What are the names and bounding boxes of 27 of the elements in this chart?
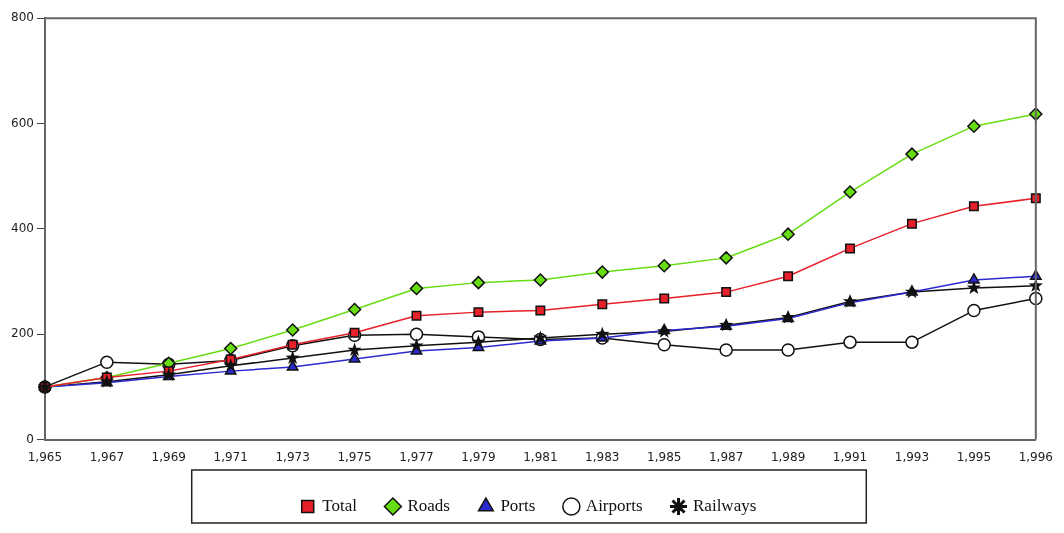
y-tick-label: 0 [26, 431, 34, 446]
y-tick-label: 400 [11, 221, 34, 236]
y-tick-label: 800 [11, 10, 34, 25]
legend-label: Airports [585, 495, 643, 515]
x-tick-label: 1,981 [523, 449, 558, 464]
legend-label: Roads [407, 495, 450, 515]
y-tick-label: 200 [11, 326, 34, 341]
x-tick-label: 1,991 [832, 449, 868, 464]
y-tick-label: 600 [11, 115, 34, 130]
x-tick-label: 1,983 [585, 449, 620, 464]
x-tick-label: 1,987 [708, 449, 744, 464]
x-tick-label: 1,969 [151, 449, 186, 464]
legend-label: Railways [693, 495, 757, 515]
x-tick-label: 1,989 [770, 449, 806, 464]
x-tick-label: 1,967 [89, 449, 125, 464]
x-tick-label: 1,975 [337, 449, 372, 464]
x-tick-label: 1,971 [213, 449, 248, 464]
x-tick-label: 1,973 [275, 449, 310, 464]
x-tick-label: 1,995 [956, 449, 992, 464]
x-tick-label: 1,996 [1018, 449, 1053, 464]
x-tick-label: 1,993 [894, 449, 930, 464]
x-tick-label: 1,985 [647, 449, 682, 464]
legend-label: Total [322, 495, 358, 515]
legend-label: Ports [500, 495, 536, 515]
x-tick-label: 1,977 [399, 449, 434, 464]
x-tick-label: 1,965 [27, 449, 63, 464]
x-tick-label: 1,979 [461, 449, 496, 464]
